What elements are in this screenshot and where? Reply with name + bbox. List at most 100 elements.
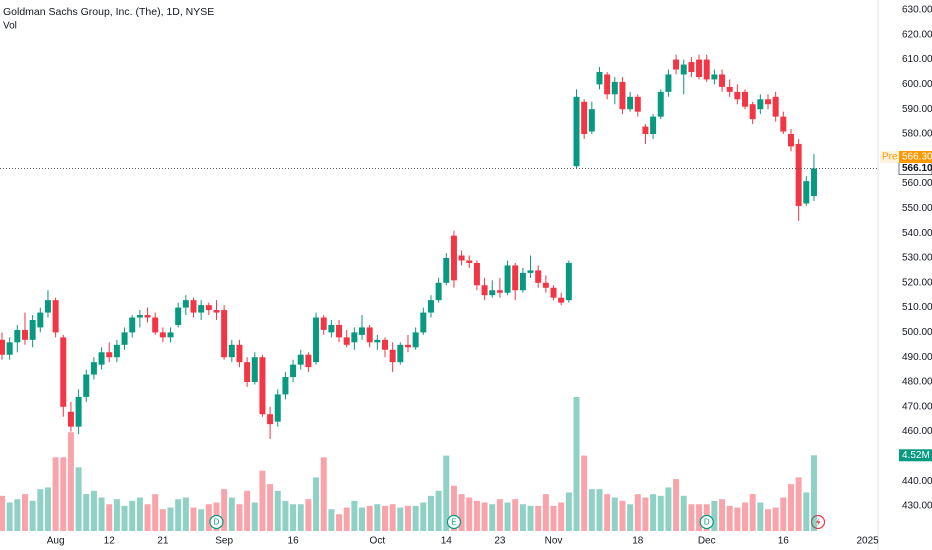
pre-tag-box xyxy=(880,150,899,163)
candle-body xyxy=(803,181,810,204)
volume-bar xyxy=(696,504,703,531)
candle-body xyxy=(742,91,749,107)
candle-body xyxy=(787,134,794,147)
candle-body xyxy=(313,317,320,363)
candle-body xyxy=(144,315,151,318)
x-tick-label: Oct xyxy=(370,536,386,547)
candle-body xyxy=(780,116,787,132)
volume-bar xyxy=(550,505,557,531)
volume-bar xyxy=(136,497,143,531)
volume-bar xyxy=(83,494,90,531)
volume-bar xyxy=(596,489,603,531)
candle-body xyxy=(757,99,764,110)
volume-bar xyxy=(52,457,59,531)
volume-bar xyxy=(803,492,810,531)
volume-bar xyxy=(427,495,434,531)
volume-bar xyxy=(512,499,519,531)
volume-bar xyxy=(473,500,480,531)
volume-bar xyxy=(680,495,687,531)
flash-icon xyxy=(810,514,826,530)
volume-bar xyxy=(313,477,320,531)
candle-body xyxy=(619,81,626,110)
candle-body xyxy=(634,96,641,112)
volume-bar xyxy=(772,507,779,531)
volume-bar xyxy=(190,507,197,531)
candle-body xyxy=(251,357,258,382)
candle-body xyxy=(512,265,519,291)
candle-body xyxy=(581,101,588,134)
y-tick-label: 540.00 xyxy=(902,228,932,239)
volume-bar xyxy=(67,432,74,531)
volume-bar xyxy=(527,505,534,531)
candle-body xyxy=(435,282,442,301)
candle-body xyxy=(290,364,297,378)
candle-body xyxy=(604,74,611,95)
x-tick-label: 21 xyxy=(157,536,169,547)
y-tick-label: 600.00 xyxy=(902,79,932,90)
candle-body xyxy=(297,354,304,365)
x-tick-label: Dec xyxy=(698,536,716,547)
volume-bar xyxy=(588,489,595,531)
candle-body xyxy=(688,62,695,72)
volume-bar xyxy=(619,500,626,531)
candle-body xyxy=(382,339,388,350)
candle-body xyxy=(596,72,603,85)
y-tick-label: 580.00 xyxy=(902,129,932,140)
candle-body xyxy=(236,344,243,363)
candle-body xyxy=(282,377,289,395)
x-tick-label: 16 xyxy=(288,536,300,547)
candle-body xyxy=(496,290,503,293)
y-tick-label: 470.00 xyxy=(902,401,932,412)
pre-price-label: 566.30 xyxy=(902,152,932,163)
x-tick-label: 23 xyxy=(494,536,506,547)
volume-bar xyxy=(90,490,97,531)
candle-body xyxy=(404,344,411,348)
volume-bar xyxy=(14,499,21,531)
volume-bar xyxy=(489,504,496,531)
pre-price-box xyxy=(899,150,932,163)
volume-bar xyxy=(795,477,802,531)
volume-label: 4.52M xyxy=(902,450,930,461)
volume-bar xyxy=(290,504,297,531)
volume-bar xyxy=(673,479,680,531)
y-tick-label: 560.00 xyxy=(902,178,932,189)
volume-bar xyxy=(336,514,343,531)
y-tick-label: 500.00 xyxy=(902,327,932,338)
volume-bar xyxy=(627,504,634,531)
y-tick-label: 530.00 xyxy=(902,253,932,264)
candle-body xyxy=(765,99,771,105)
volume-bar xyxy=(711,500,718,531)
candle-body xyxy=(259,357,266,415)
volume-bar xyxy=(558,502,565,531)
candle-body xyxy=(680,64,687,75)
candle-body xyxy=(267,414,274,425)
candle-body xyxy=(359,327,366,335)
event-marker xyxy=(699,514,714,530)
candle-body xyxy=(52,300,59,333)
volume-label-box xyxy=(899,449,932,462)
candle-body xyxy=(642,126,649,134)
candle-body xyxy=(228,344,235,358)
y-tick-label: 610.00 xyxy=(902,54,932,65)
last-price-label: 566.10 xyxy=(902,163,932,174)
event-label: D xyxy=(704,518,710,527)
volume-bar xyxy=(44,487,51,531)
volume-bar xyxy=(6,502,13,531)
candle-body xyxy=(374,339,381,343)
volume-bar xyxy=(282,500,289,531)
volume-bar xyxy=(688,504,695,531)
candle-body xyxy=(558,297,565,303)
volume-bar xyxy=(726,505,733,531)
candle-body xyxy=(565,262,572,301)
candle-body xyxy=(810,168,817,196)
volume-bar xyxy=(634,494,641,531)
candle-body xyxy=(703,59,710,80)
volume-bar xyxy=(466,497,473,531)
y-tick-label: 620.00 xyxy=(902,29,932,40)
volume-bar xyxy=(389,504,396,531)
volume-bar xyxy=(106,504,113,531)
volume-bar xyxy=(650,494,657,531)
volume-bar xyxy=(305,499,312,531)
y-tick-label: 480.00 xyxy=(902,377,932,388)
